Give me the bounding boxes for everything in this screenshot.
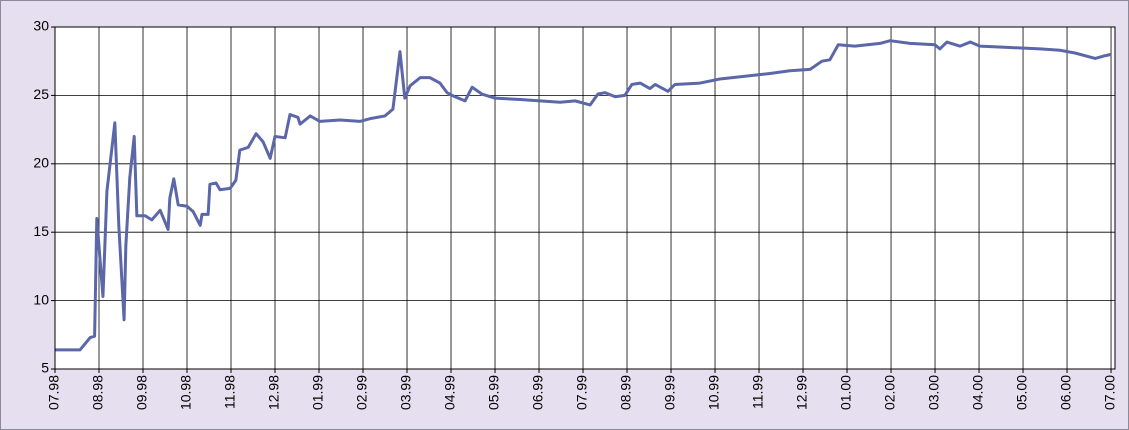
x-tick-label: 01.00 [838,375,854,410]
x-tick-label: 07.98 [46,375,62,410]
x-tick-label: 02.00 [882,375,898,410]
x-tick-label: 07.00 [1102,375,1118,410]
x-tick-label: 03.99 [398,375,414,410]
x-tick-label: 11.98 [222,375,238,409]
x-tick-label: 03.00 [926,375,942,410]
x-tick-label: 09.98 [134,375,150,410]
x-tick-label: 12.99 [794,375,810,410]
y-tick-label: 10 [33,291,49,307]
plot-border [54,26,1116,370]
x-tick-label: 08.98 [90,375,106,410]
x-tick-label: 10.99 [706,375,722,410]
x-tick-label: 09.99 [662,375,678,410]
y-tick-label: 25 [33,86,49,102]
x-tick-label: 06.99 [530,375,546,410]
y-tick-label: 20 [33,155,49,171]
x-tick-label: 04.99 [442,375,458,410]
x-tick-label: 12.98 [266,375,282,410]
x-tick-label: 04.00 [970,375,986,410]
x-tick-label: 07.99 [574,375,590,410]
grid [51,26,1115,373]
x-tick-label: 05.00 [1014,375,1030,410]
x-tick-label: 02.99 [354,375,370,410]
data-line [55,39,1112,352]
plot-area [55,27,1115,369]
x-tick-label: 01.99 [310,375,326,410]
x-tick-label: 10.98 [178,375,194,410]
labels: 5 10 15 20 25 30 07.98 08.98 09.98 10.98 11.98 12.9… [33,18,1117,410]
y-tick-label: 30 [33,18,49,34]
x-tick-label: 06.00 [1058,375,1074,410]
x-tick-label: 11.99 [750,375,766,409]
y-tick-label: 15 [33,223,49,239]
x-tick-label: 08.99 [618,375,634,410]
marks [55,39,1112,352]
y-tick-label: 5 [41,360,49,376]
x-tick-label: 05.99 [486,375,502,410]
